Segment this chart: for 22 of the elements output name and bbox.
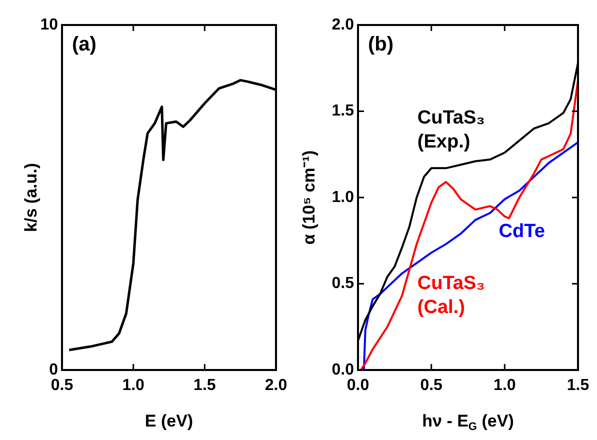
y-tick-label: 1.5 bbox=[332, 102, 354, 120]
series-label: CuTaS₃ (Cal.) bbox=[417, 272, 485, 318]
y-tick-label: 0.5 bbox=[332, 275, 354, 292]
x-tick-label: 0.5 bbox=[420, 377, 443, 394]
x-axis-title: E (eV) bbox=[144, 412, 194, 431]
annotation: (b) bbox=[368, 34, 394, 56]
y-tick-label: 0 bbox=[49, 361, 58, 378]
series-label: CuTaS₃ (Exp.) bbox=[417, 107, 485, 152]
x-tick-label: 1.5 bbox=[194, 377, 216, 394]
y-tick-label: 0.0 bbox=[332, 361, 354, 378]
x-tick-label: 1.0 bbox=[122, 377, 145, 394]
x-tick-label: 2.0 bbox=[264, 377, 288, 394]
y-tick-label: 1.0 bbox=[332, 188, 354, 206]
series-label: CdTe bbox=[498, 221, 545, 242]
y-axis-title: α (10⁵ cm⁻¹) bbox=[300, 150, 319, 245]
annotation: (a) bbox=[72, 34, 96, 56]
y-axis-title: k/s (a.u.) bbox=[22, 163, 41, 232]
x-tick-label: 1.5 bbox=[566, 377, 590, 394]
x-tick-label: 0.0 bbox=[346, 377, 370, 394]
x-tick-label: 1.0 bbox=[494, 377, 516, 394]
y-tick-label: 2.0 bbox=[332, 16, 354, 34]
y-tick-label: 10 bbox=[40, 16, 58, 34]
